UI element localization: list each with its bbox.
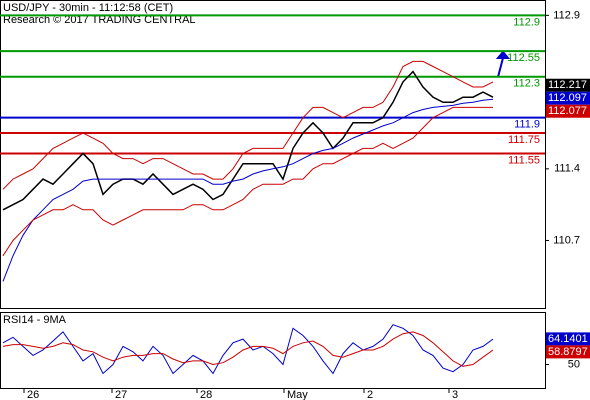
chart-subtitle: Research © 2017 TRADING CENTRAL	[3, 14, 196, 26]
series-line	[2, 98, 494, 282]
level-label: 111.55	[508, 154, 540, 166]
level-label: 111.9	[514, 119, 540, 131]
series-line	[2, 70, 494, 211]
series-line	[2, 106, 493, 257]
price-label: 112.077	[548, 105, 587, 117]
x-tick-label: 2	[367, 389, 373, 400]
y-tick-label: 112.9	[553, 9, 580, 21]
target-arrow	[495, 50, 511, 78]
series-line	[2, 60, 494, 190]
y-tick-label: 50	[568, 358, 580, 370]
x-tick-label: 3	[452, 389, 458, 400]
price-label-box	[546, 345, 590, 359]
level-label: 112.9	[513, 16, 540, 28]
chart-title: USD/JPY - 30min - 11:12:58 (CET)	[3, 2, 173, 14]
series-line	[2, 331, 494, 367]
price-label-box	[546, 91, 590, 105]
level-label: 111.75	[508, 134, 540, 146]
rsi-frame	[0, 312, 546, 389]
main-frame	[0, 0, 546, 309]
level-label: 112.3	[513, 78, 540, 90]
x-tick-label: May	[287, 389, 308, 400]
level-label: 112.55	[507, 52, 540, 64]
x-tick-label: 28	[200, 389, 212, 400]
x-tick-label: 26	[27, 389, 39, 400]
price-label: 112.097	[548, 92, 587, 104]
price-label: 112.217	[548, 79, 587, 91]
price-label-box	[546, 332, 590, 346]
series-line	[2, 324, 494, 375]
price-label-box	[546, 104, 590, 118]
rsi-title: RSI14 - 9MA	[3, 314, 67, 326]
y-tick-label: 110.7	[553, 234, 580, 246]
y-tick-label: 111.4	[554, 163, 580, 175]
price-label-box	[546, 78, 590, 92]
x-tick-label: 27	[115, 389, 127, 400]
price-label: 64.1401	[548, 333, 588, 345]
price-label: 58.8797	[548, 346, 588, 358]
